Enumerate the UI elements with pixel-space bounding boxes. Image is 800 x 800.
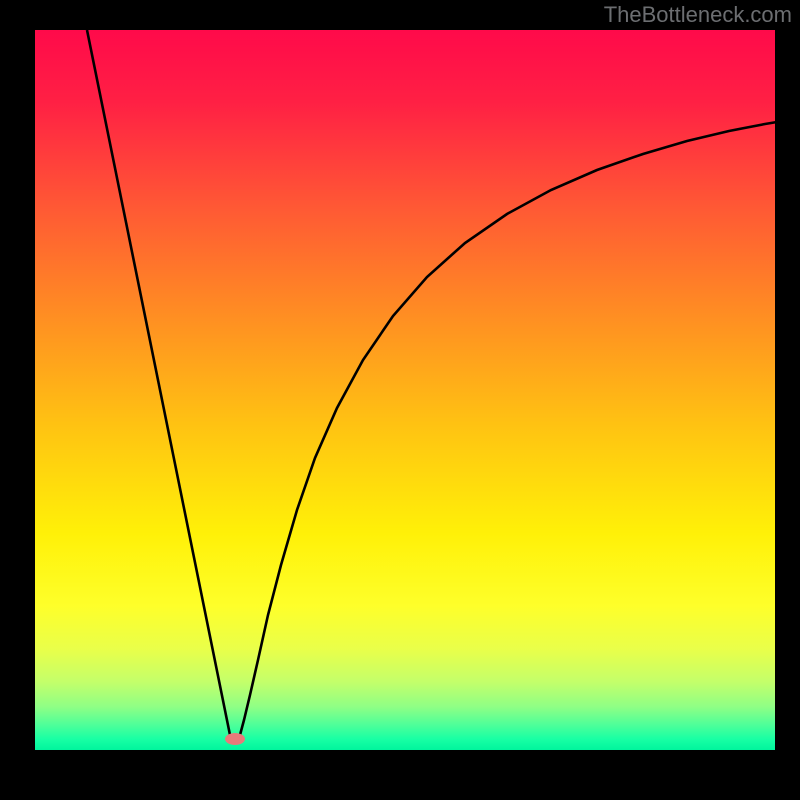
- plot-background: [35, 30, 775, 750]
- chart-container: TheBottleneck.com: [0, 0, 800, 800]
- chart-svg: [0, 0, 800, 800]
- vertex-marker: [225, 733, 245, 745]
- watermark-text: TheBottleneck.com: [604, 2, 792, 28]
